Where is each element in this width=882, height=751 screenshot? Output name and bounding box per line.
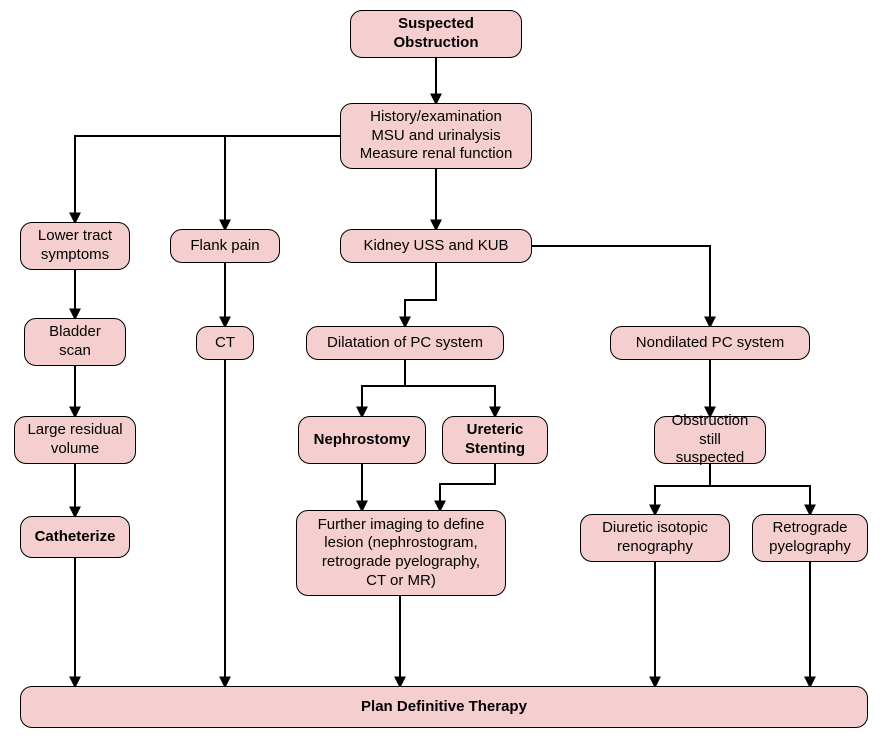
node-lower: Lower tractsymptoms [20, 222, 130, 270]
node-nondilated: Nondilated PC system [610, 326, 810, 360]
node-retrograde: Retrogradepyelography [752, 514, 868, 562]
node-ct: CT [196, 326, 254, 360]
node-diuretic: Diuretic isotopicrenography [580, 514, 730, 562]
edge-8 [362, 360, 405, 416]
edge-4 [532, 246, 710, 326]
node-catheterize: Catheterize [20, 516, 130, 558]
edge-9 [405, 386, 495, 416]
node-obstructstill: Obstructionstill suspected [654, 416, 766, 464]
node-residual: Large residualvolume [14, 416, 136, 464]
node-uss: Kidney USS and KUB [340, 229, 532, 263]
edge-16 [710, 486, 810, 514]
edge-13 [440, 464, 495, 510]
node-nephrostomy: Nephrostomy [298, 416, 426, 464]
node-furtherimg: Further imaging to definelesion (nephros… [296, 510, 506, 596]
edge-2 [75, 136, 340, 222]
node-history: History/examinationMSU and urinalysisMea… [340, 103, 532, 169]
node-stenting: UretericStenting [442, 416, 548, 464]
edge-15 [655, 464, 710, 514]
node-flank: Flank pain [170, 229, 280, 263]
node-bladder: Bladderscan [24, 318, 126, 366]
node-plan: Plan Definitive Therapy [20, 686, 868, 728]
node-suspected: SuspectedObstruction [350, 10, 522, 58]
node-dilatation: Dilatation of PC system [306, 326, 504, 360]
edge-7 [405, 263, 436, 326]
flowchart-canvas: SuspectedObstruction History/examinationM… [0, 0, 882, 751]
